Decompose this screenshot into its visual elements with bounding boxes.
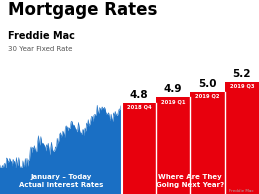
Text: Mortgage Rates: Mortgage Rates — [8, 1, 157, 19]
Text: Freddie Mac: Freddie Mac — [8, 31, 75, 41]
Text: 4.9: 4.9 — [164, 84, 182, 94]
Text: 2019 Q2: 2019 Q2 — [195, 94, 220, 99]
Text: 2018 Q4: 2018 Q4 — [127, 104, 151, 109]
Bar — [0, 168, 122, 194]
Text: 2019 Q1: 2019 Q1 — [161, 99, 185, 104]
Text: 2019 Q3: 2019 Q3 — [229, 84, 254, 89]
Text: 30 Year Fixed Rate: 30 Year Fixed Rate — [8, 46, 72, 52]
Text: 5.2: 5.2 — [233, 69, 251, 79]
Text: Where Are They
Going Next Year?: Where Are They Going Next Year? — [156, 174, 225, 188]
Bar — [225, 82, 259, 194]
Bar — [122, 168, 259, 194]
Bar — [122, 103, 156, 194]
Text: 5.0: 5.0 — [198, 79, 217, 89]
Text: Freddie Mac: Freddie Mac — [229, 189, 254, 193]
Text: January – Today
Actual Interest Rates: January – Today Actual Interest Rates — [19, 174, 103, 188]
Bar — [156, 98, 190, 194]
Text: 4.8: 4.8 — [130, 89, 148, 100]
Bar — [190, 92, 225, 194]
